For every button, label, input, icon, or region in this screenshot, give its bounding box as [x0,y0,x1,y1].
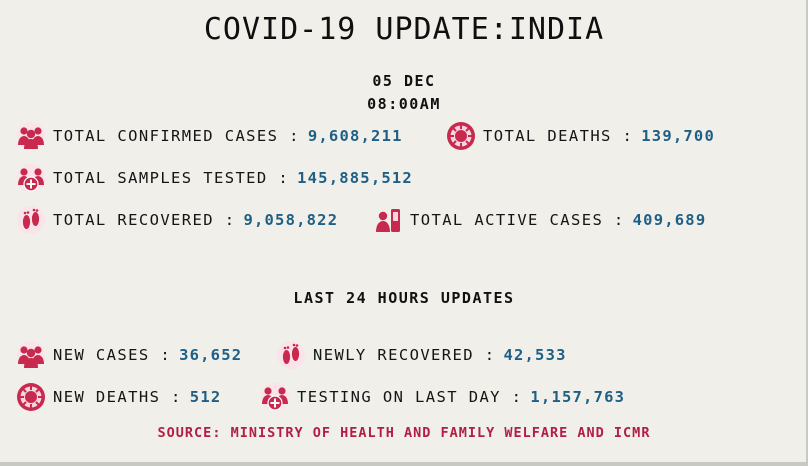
stat-total-active: TOTAL ACTIVE CASES : 409,689 [373,205,706,235]
stat-newly-recovered: NEWLY RECOVERED : 42,533 [276,340,567,370]
stat-label: TOTAL RECOVERED : [53,211,236,229]
page-title: COVID-19 UPDATE:INDIA [203,12,605,47]
virus-badge-icon [16,382,46,412]
stat-label: TESTING ON LAST DAY : [297,388,523,406]
stat-label: NEW DEATHS : [53,388,182,406]
stat-total-confirmed: TOTAL CONFIRMED CASES : 9,608,211 [16,121,403,151]
last-24-hours-heading: LAST 24 HOURS UPDATES [293,289,515,307]
footprints-icon [16,205,46,235]
update-date: 05 DEC [372,72,436,90]
stat-value: 42,533 [503,346,567,364]
patient-icon [373,205,403,235]
stat-label: TOTAL ACTIVE CASES : [410,211,625,229]
stat-total-deaths: TOTAL DEATHS : 139,700 [446,121,715,151]
stat-label: NEWLY RECOVERED : [313,346,496,364]
stat-label: NEW CASES : [53,346,172,364]
stat-value: 9,608,211 [307,127,403,145]
source-credit: SOURCE: MINISTRY OF HEALTH AND FAMILY WE… [157,425,651,441]
stat-testing-last-day: TESTING ON LAST DAY : 1,157,763 [260,382,625,412]
stat-value: 512 [189,388,222,406]
people-medical-icon [260,382,290,412]
stat-value: 139,700 [641,127,715,145]
people-medical-icon [16,163,46,193]
people-group-icon [16,121,46,151]
stat-label: TOTAL CONFIRMED CASES : [53,127,300,145]
stat-value: 409,689 [632,211,707,229]
footprints-icon [276,340,306,370]
stat-total-samples: TOTAL SAMPLES TESTED : 145,885,512 [16,163,413,193]
stat-label: TOTAL DEATHS : [483,127,634,145]
stat-value: 1,157,763 [530,388,626,406]
update-time: 08:00AM [367,95,441,113]
stat-value: 145,885,512 [297,169,413,187]
stat-new-cases: NEW CASES : 36,652 [16,340,242,370]
stat-label: TOTAL SAMPLES TESTED : [53,169,290,187]
stat-value: 9,058,822 [243,211,339,229]
stat-total-recovered: TOTAL RECOVERED : 9,058,822 [16,205,338,235]
stat-new-deaths: NEW DEATHS : 512 [16,382,221,412]
virus-badge-icon [446,121,476,151]
stat-value: 36,652 [179,346,243,364]
people-group-icon [16,340,46,370]
